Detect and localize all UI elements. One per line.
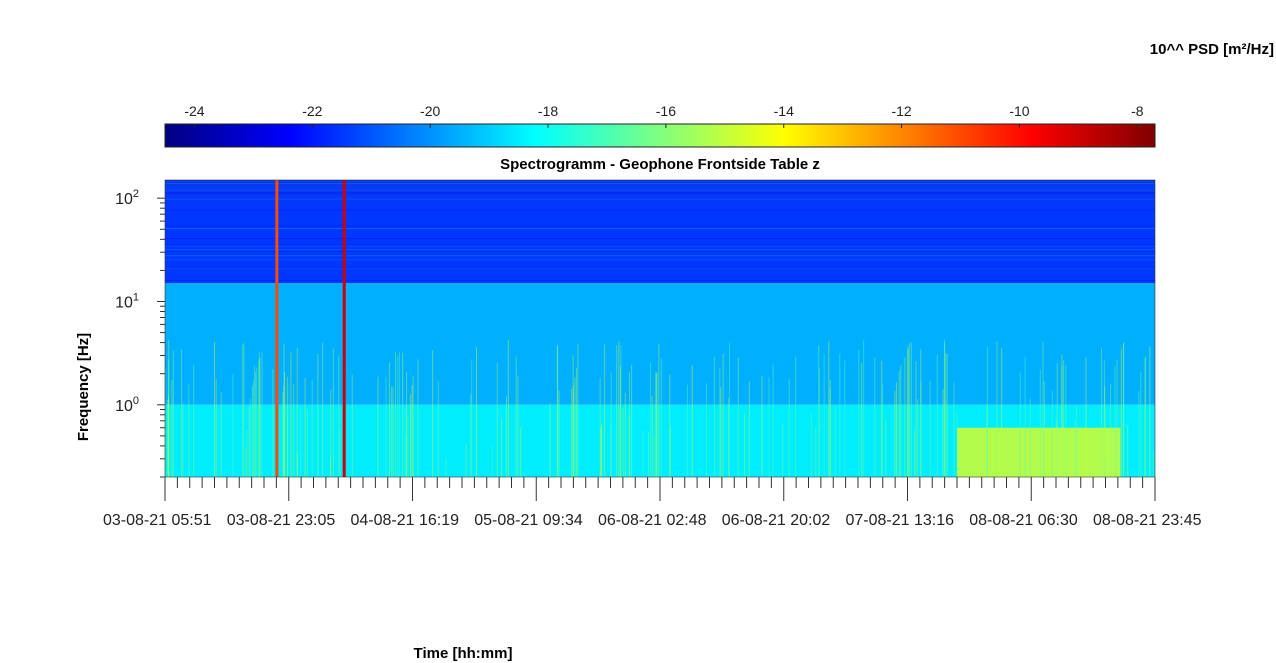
x-tick-label: 08-08-21 23:45 [1093,512,1202,529]
colorbar-tick-label: -16 [656,103,676,119]
colorbar: -24 -22 -20 -18 -16 -14 -12 -10 -8 10^^ PSD [m²/… [164,41,1274,148]
chart-title: Spectrogramm - Geophone Frontside Table … [500,156,820,173]
high-freq-shade [165,180,1155,210]
colorbar-ticks: -24 -22 -20 -18 -16 -14 -12 -10 -8 [184,103,1144,128]
x-tick-label: 04-08-21 16:19 [351,512,460,529]
x-tick-label: 03-08-21 05:51 [103,512,212,529]
y-axis: 100 101 102 [115,188,165,478]
spectrogram-image [164,180,1155,477]
x-tick-label: 06-08-21 02:48 [598,512,707,529]
y-tick-label: 102 [115,188,139,208]
colorbar-tick-label: -22 [302,103,322,119]
transient-events [275,180,346,477]
colorbar-label: 10^^ PSD [m²/Hz] [1150,41,1274,58]
colorbar-tick-label: -12 [891,103,911,119]
colorbar-tick-label: -14 [774,103,794,119]
colorbar-tick-label: -20 [420,103,440,119]
y-tick-label: 100 [115,395,139,415]
x-tick-label: 06-08-21 20:02 [722,512,831,529]
colorbar-tick-label: -18 [538,103,558,119]
x-axis-label: Time [hh:mm] [414,645,513,662]
colorbar-tick-label: -10 [1009,103,1029,119]
colorbar-tick-label: -8 [1131,103,1144,119]
y-axis-label: Frequency [Hz] [75,333,92,441]
psd-region [165,283,1155,405]
colorbar-frame [164,123,1156,148]
x-tick-label: 07-08-21 13:16 [846,512,955,529]
psd-region [957,427,1121,477]
y-tick-label: 101 [115,291,139,311]
x-axis: 03-08-21 05:51 03-08-21 23:05 04-08-21 16:… [103,477,1202,529]
colorbar-gradient [165,124,1155,147]
colorbar-tick-label: -24 [184,103,204,119]
plot-area [164,179,1156,478]
x-tick-label: 08-08-21 06:30 [969,512,1078,529]
x-tick-label: 03-08-21 23:05 [227,512,336,529]
x-tick-label: 05-08-21 09:34 [474,512,583,529]
